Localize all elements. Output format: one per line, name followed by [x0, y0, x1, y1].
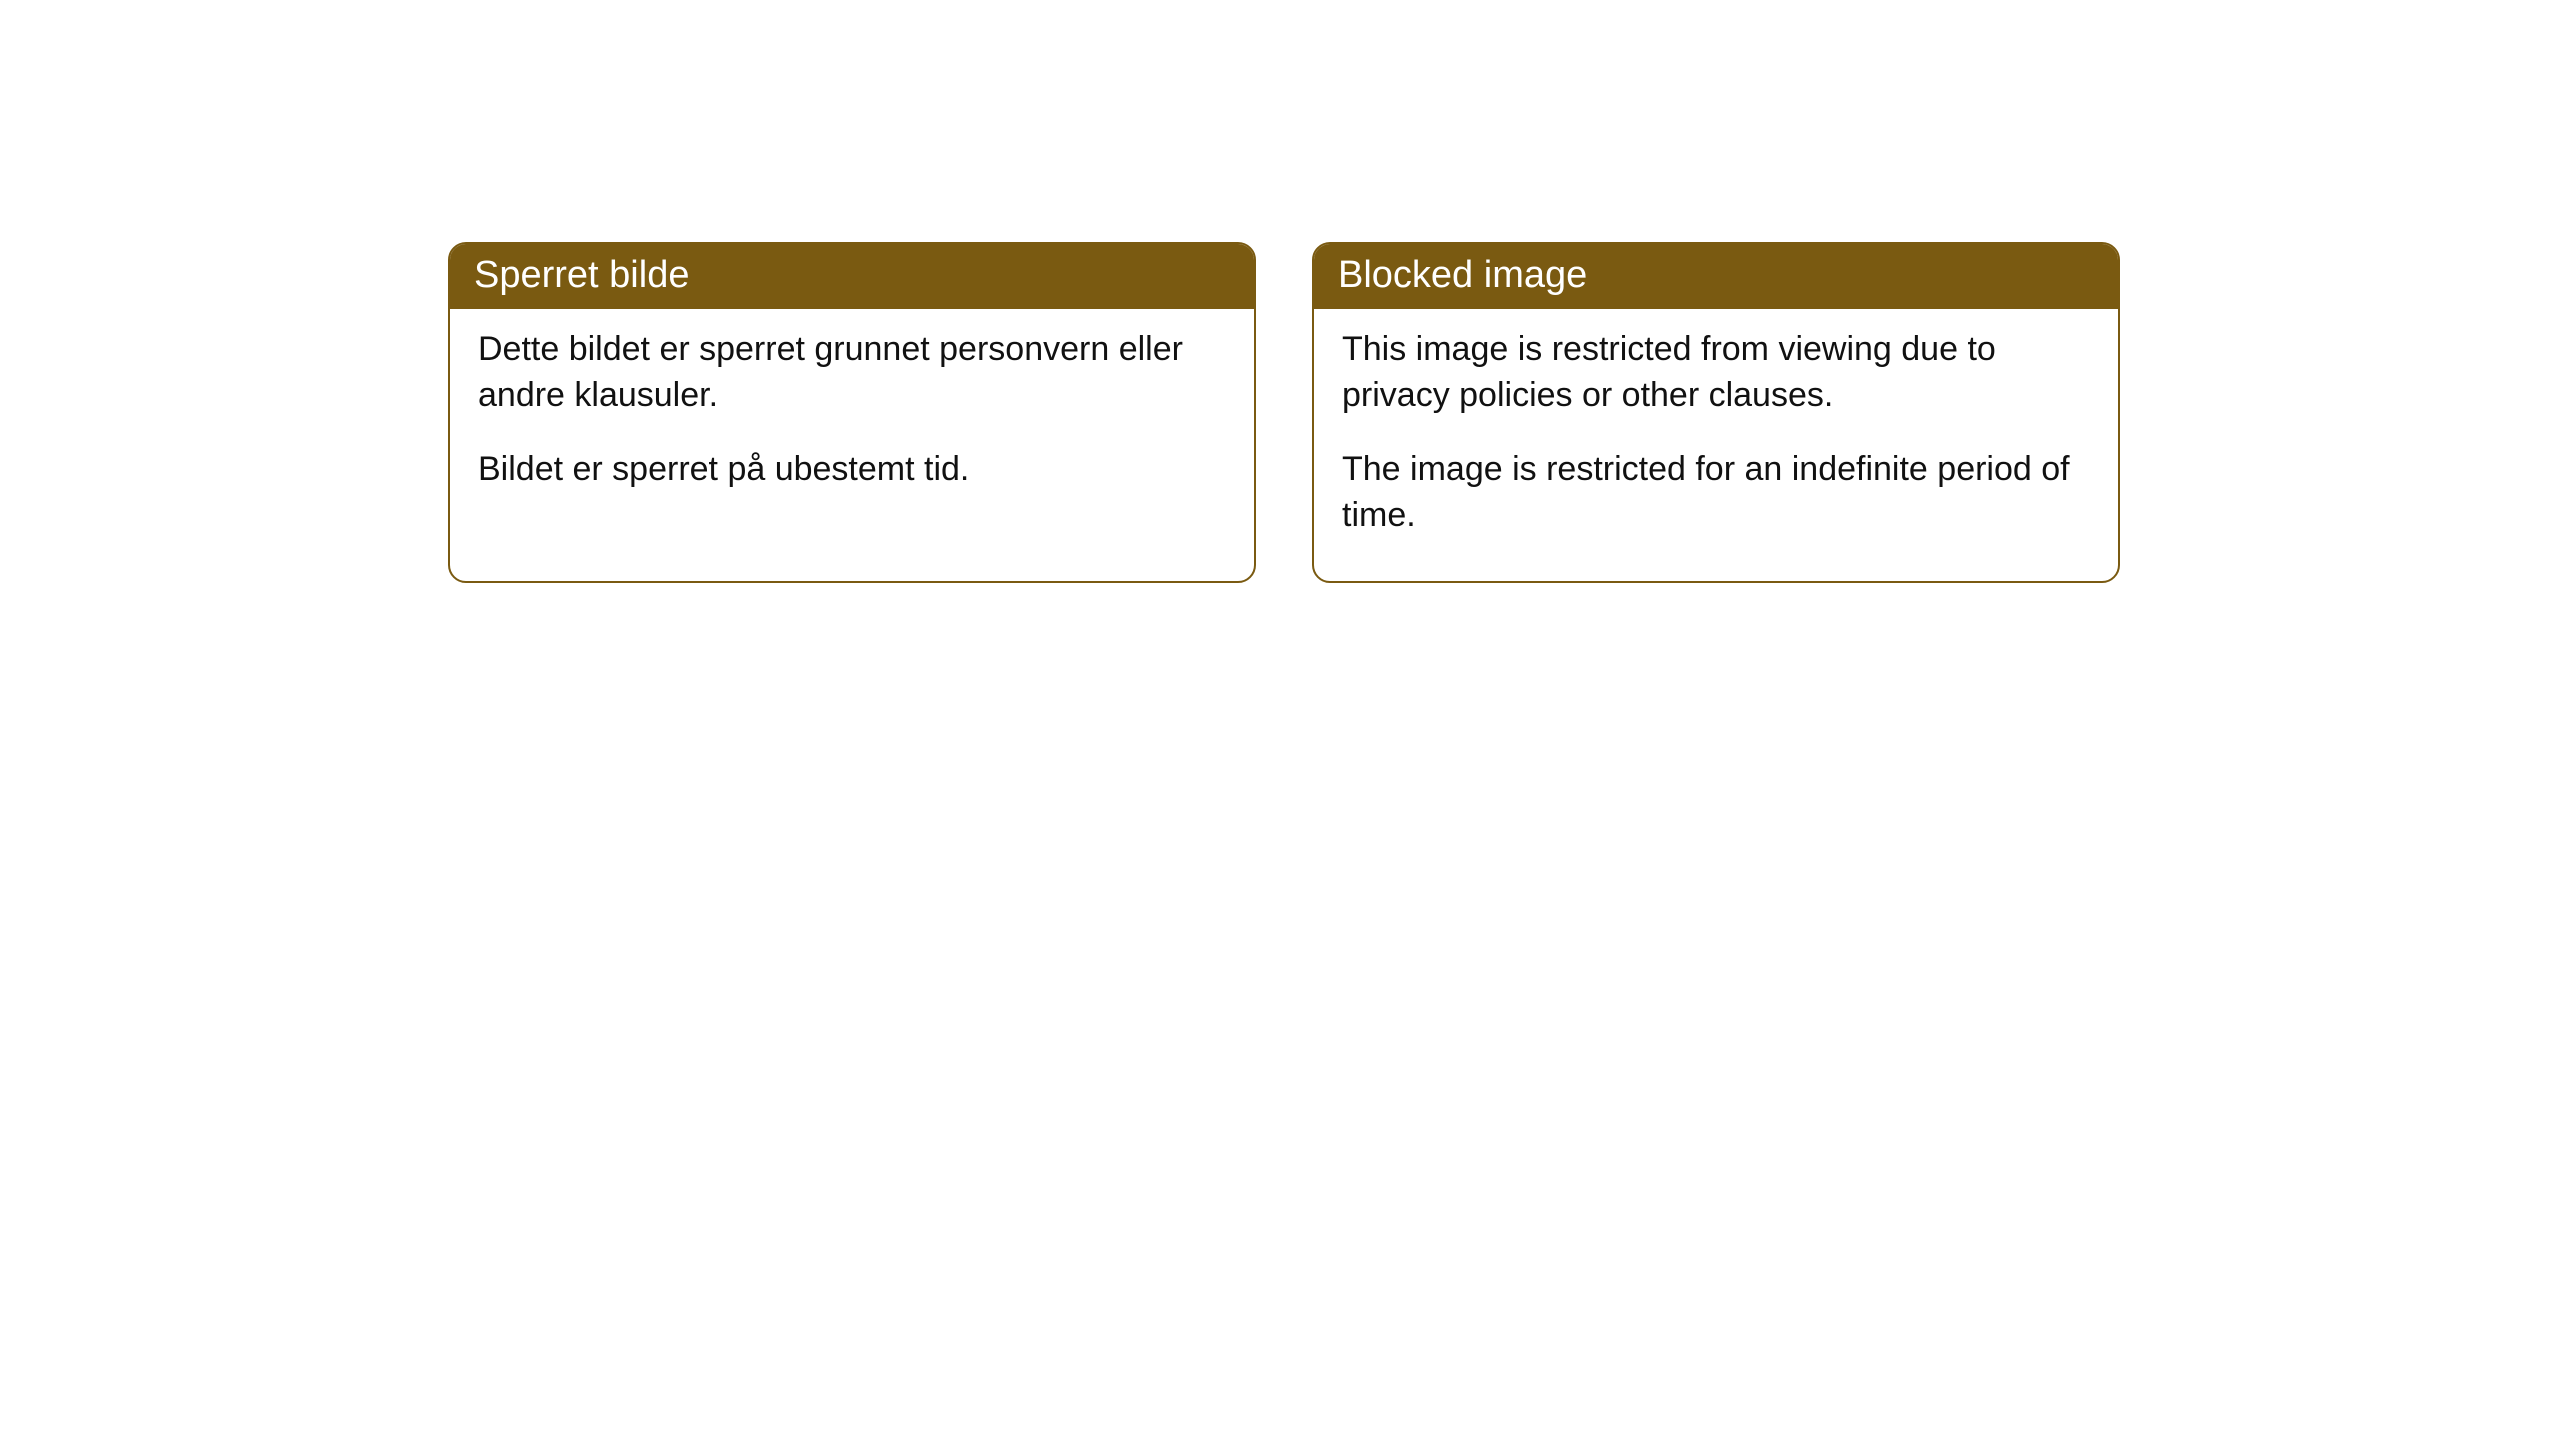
card-paragraph-2-english: The image is restricted for an indefinit…	[1342, 447, 2090, 539]
blocked-image-card-norwegian: Sperret bilde Dette bildet er sperret gr…	[448, 242, 1256, 583]
card-paragraph-2-norwegian: Bildet er sperret på ubestemt tid.	[478, 447, 1226, 493]
notice-cards-container: Sperret bilde Dette bildet er sperret gr…	[448, 242, 2120, 583]
card-title-norwegian: Sperret bilde	[474, 254, 689, 296]
card-header-norwegian: Sperret bilde	[450, 244, 1254, 309]
card-paragraph-1-english: This image is restricted from viewing du…	[1342, 327, 2090, 419]
card-body-norwegian: Dette bildet er sperret grunnet personve…	[450, 309, 1254, 535]
card-paragraph-1-norwegian: Dette bildet er sperret grunnet personve…	[478, 327, 1226, 419]
card-header-english: Blocked image	[1314, 244, 2118, 309]
card-body-english: This image is restricted from viewing du…	[1314, 309, 2118, 581]
card-title-english: Blocked image	[1338, 254, 1587, 296]
blocked-image-card-english: Blocked image This image is restricted f…	[1312, 242, 2120, 583]
